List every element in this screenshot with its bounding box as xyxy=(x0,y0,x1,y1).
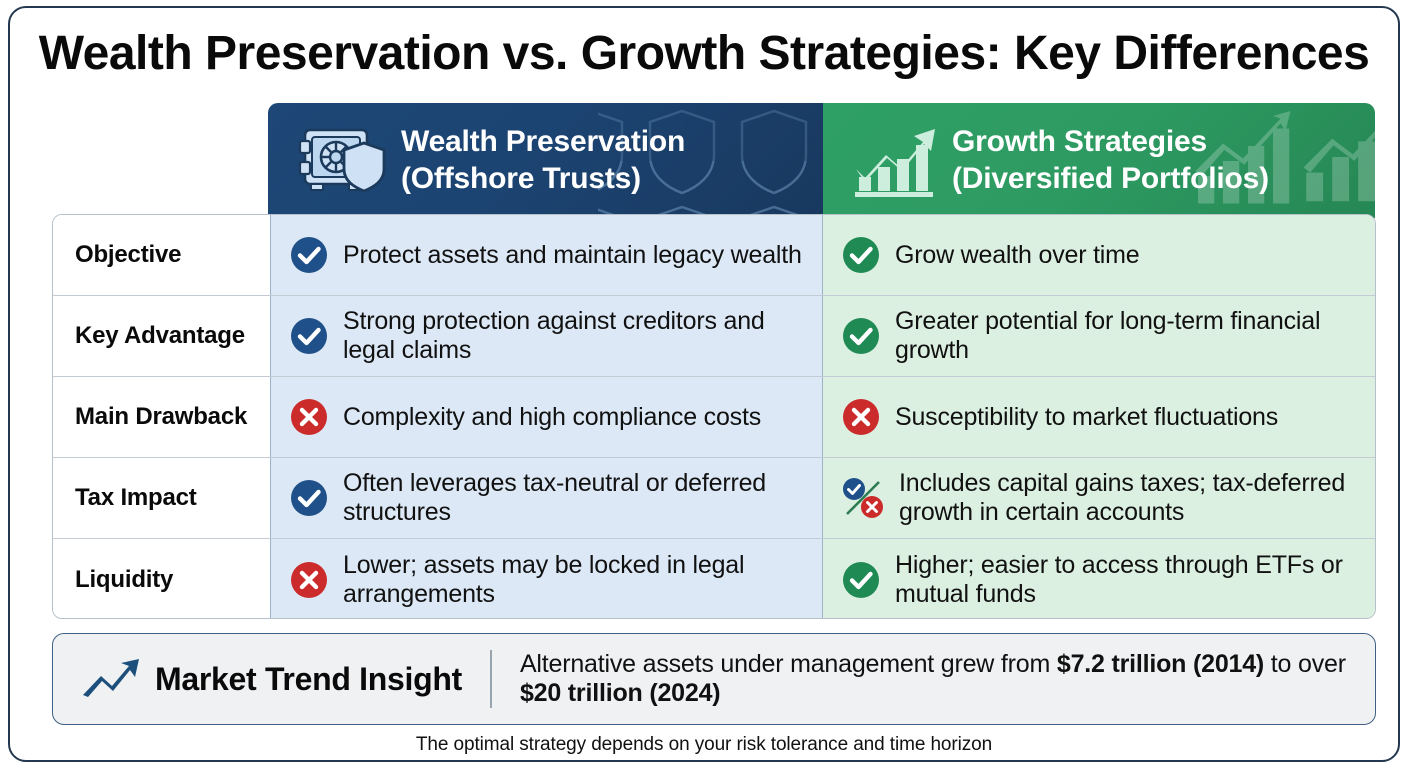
row-label: Tax Impact xyxy=(53,458,270,538)
cell-text: Complexity and high compliance costs xyxy=(343,402,762,431)
cell-text: Protect assets and maintain legacy wealt… xyxy=(343,240,802,269)
market-trend-insight-banner: Market Trend Insight Alternative assets … xyxy=(52,633,1376,725)
cross-circle-red-icon xyxy=(291,399,327,435)
cell-growth: Greater potential for long-term financia… xyxy=(823,296,1375,376)
comparison-table: Objective Protect assets and maintain le… xyxy=(52,214,1376,619)
cell-growth: Higher; easier to access through ETFs or… xyxy=(823,539,1375,618)
cell-preservation: Strong protection against creditors and … xyxy=(270,296,823,376)
cell-text: Higher; easier to access through ETFs or… xyxy=(895,550,1343,608)
table-row: Main Drawback Complexity and high compli… xyxy=(53,377,1375,458)
cell-text: Often leverages tax-neutral or deferred … xyxy=(343,469,766,526)
header-left-line1: Wealth Preservation xyxy=(401,124,686,158)
check-circle-green-icon xyxy=(843,318,879,354)
table-row: Objective Protect assets and maintain le… xyxy=(53,215,1375,296)
check-circle-green-icon xyxy=(843,237,879,273)
check-circle-blue-icon xyxy=(291,237,327,273)
cell-text: Lower; assets may be locked in legal arr… xyxy=(343,550,745,608)
table-row: Tax Impact Often leverages tax-neutral o… xyxy=(53,458,1375,539)
header-left-line2: (Offshore Trusts) xyxy=(401,161,641,195)
infographic-frame: Wealth Preservation vs. Growth Strategie… xyxy=(8,6,1400,762)
cell-preservation: Protect assets and maintain legacy wealt… xyxy=(270,215,823,295)
growth-chart-icon xyxy=(855,128,935,197)
header-right-line2: (Diversified Portfolios) xyxy=(952,161,1269,195)
header-right-line1: Growth Strategies xyxy=(952,124,1207,158)
insight-divider xyxy=(489,650,492,708)
page-title: Wealth Preservation vs. Growth Strategie… xyxy=(38,27,1370,80)
header-growth-strategies-text: Growth Strategies (Diversified Portfolio… xyxy=(952,124,1269,197)
footnote: The optimal strategy depends on your ris… xyxy=(415,734,993,755)
safe-shield-icon xyxy=(298,128,386,193)
check-circle-blue-icon xyxy=(291,318,327,354)
cell-preservation: Lower; assets may be locked in legal arr… xyxy=(270,539,823,618)
cross-circle-red-icon xyxy=(843,399,879,435)
cell-preservation: Complexity and high compliance costs xyxy=(270,377,823,457)
cell-growth: Includes capital gains taxes; tax-deferr… xyxy=(823,458,1375,538)
row-label: Liquidity xyxy=(53,539,270,618)
row-label: Objective xyxy=(53,215,270,295)
row-label: Main Drawback xyxy=(53,377,270,457)
cell-text: Grow wealth over time xyxy=(895,240,1140,269)
cell-growth: Grow wealth over time xyxy=(823,215,1375,295)
insight-text: Alternative assets under management grew… xyxy=(519,649,1346,708)
cell-preservation: Often leverages tax-neutral or deferred … xyxy=(270,458,823,538)
mixed-check-cross-icon xyxy=(843,478,883,518)
cell-text: Greater potential for long-term financia… xyxy=(895,307,1321,364)
cell-text: Includes capital gains taxes; tax-deferr… xyxy=(899,469,1346,526)
check-circle-blue-icon xyxy=(291,480,327,516)
table-row: Liquidity Lower; assets may be locked in… xyxy=(53,539,1375,618)
cross-circle-red-icon xyxy=(291,561,327,598)
insight-label: Market Trend Insight xyxy=(155,660,462,697)
cell-growth: Susceptibility to market fluctuations xyxy=(823,377,1375,457)
row-label: Key Advantage xyxy=(53,296,270,376)
header-growth-strategies: Growth Strategies (Diversified Portfolio… xyxy=(823,103,1375,218)
cell-text: Strong protection against creditors and … xyxy=(343,307,765,364)
header-wealth-preservation: Wealth Preservation (Offshore Trusts) xyxy=(268,103,823,218)
header-wealth-preservation-text: Wealth Preservation (Offshore Trusts) xyxy=(401,124,685,197)
cell-text: Susceptibility to market fluctuations xyxy=(895,402,1279,431)
trending-up-icon xyxy=(83,659,139,697)
table-row: Key Advantage Strong protection against … xyxy=(53,296,1375,377)
check-circle-green-icon xyxy=(843,561,879,598)
